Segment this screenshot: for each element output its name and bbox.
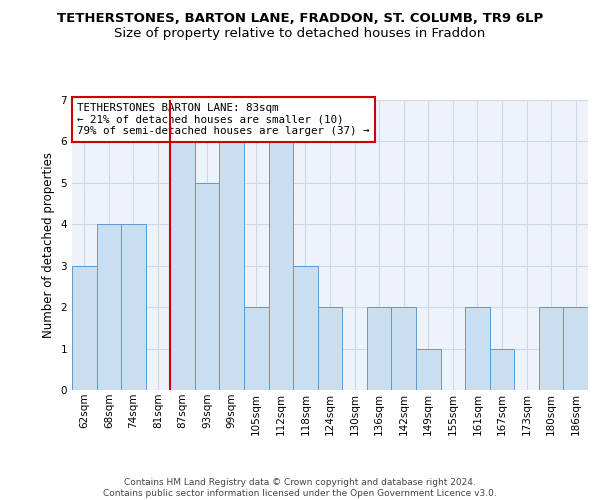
Bar	[318, 307, 342, 390]
Y-axis label: Number of detached properties: Number of detached properties	[42, 152, 55, 338]
Bar	[391, 307, 416, 390]
Bar	[367, 307, 391, 390]
Bar	[465, 307, 490, 390]
Text: Size of property relative to detached houses in Fraddon: Size of property relative to detached ho…	[115, 28, 485, 40]
Bar	[293, 266, 318, 390]
Bar	[563, 307, 588, 390]
Text: Contains HM Land Registry data © Crown copyright and database right 2024.
Contai: Contains HM Land Registry data © Crown c…	[103, 478, 497, 498]
Bar	[97, 224, 121, 390]
Bar	[121, 224, 146, 390]
Text: TETHERSTONES BARTON LANE: 83sqm
← 21% of detached houses are smaller (10)
79% of: TETHERSTONES BARTON LANE: 83sqm ← 21% of…	[77, 103, 370, 136]
Bar	[269, 142, 293, 390]
Bar	[244, 307, 269, 390]
Bar	[220, 142, 244, 390]
Text: TETHERSTONES, BARTON LANE, FRADDON, ST. COLUMB, TR9 6LP: TETHERSTONES, BARTON LANE, FRADDON, ST. …	[57, 12, 543, 26]
Bar	[539, 307, 563, 390]
Bar	[416, 348, 440, 390]
Bar	[195, 183, 220, 390]
Bar	[72, 266, 97, 390]
Bar	[170, 142, 195, 390]
Bar	[490, 348, 514, 390]
